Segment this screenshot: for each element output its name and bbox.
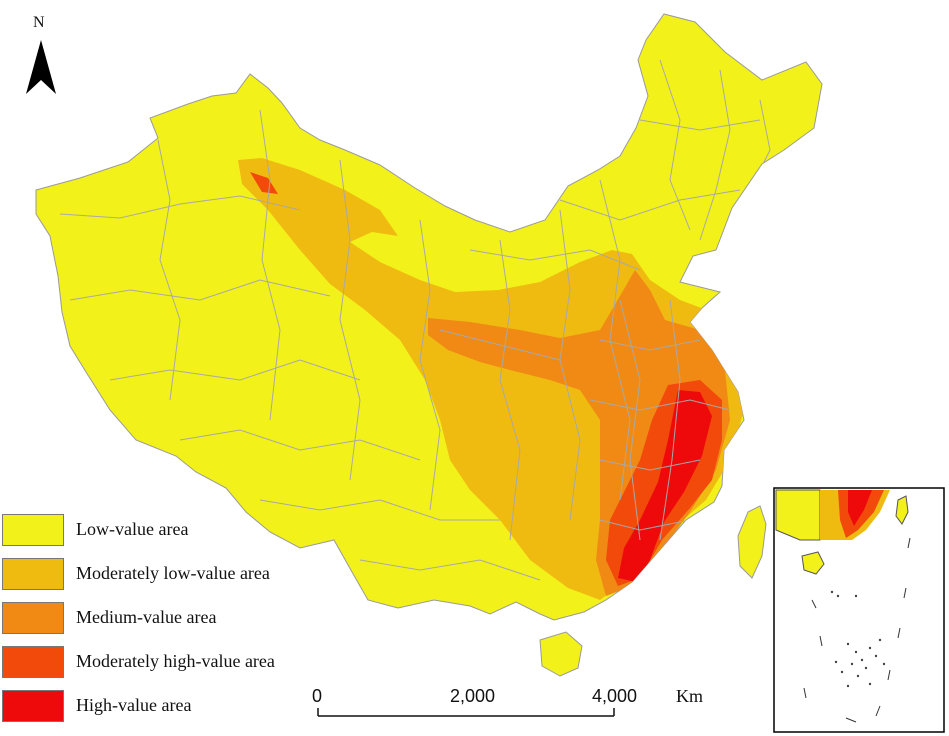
scale-label-2000: 2,000 xyxy=(450,686,496,706)
scale-label-4000: 4,000 xyxy=(592,686,638,706)
high-value-zone xyxy=(618,390,712,582)
south-china-sea-inset xyxy=(773,487,945,733)
legend-label-moderately-high: Moderately high-value area xyxy=(76,651,275,671)
legend-swatch-medium xyxy=(2,602,64,634)
legend-label-medium: Medium-value area xyxy=(76,607,217,627)
hainan-island xyxy=(539,631,583,677)
taiwan-island xyxy=(737,505,767,579)
legend-label-moderately-low: Moderately low-value area xyxy=(76,563,270,583)
legend-swatch-high xyxy=(2,690,64,722)
legend-item-medium: Medium-value area xyxy=(2,599,342,635)
legend-swatch-moderately-high xyxy=(2,646,64,678)
northwest-hotspot xyxy=(250,172,278,194)
legend-label-high: High-value area xyxy=(76,695,192,715)
scale-unit-label: Km xyxy=(676,686,703,706)
legend-item-high: High-value area xyxy=(2,687,342,723)
scale-bar xyxy=(317,708,615,717)
scale-label-0: 0 xyxy=(312,686,323,706)
legend-item-moderately-low: Moderately low-value area xyxy=(2,555,342,591)
legend-label-low: Low-value area xyxy=(76,519,189,539)
legend-swatch-low xyxy=(2,514,64,546)
north-label: N xyxy=(33,14,45,31)
legend-item-low: Low-value area xyxy=(2,511,342,547)
north-arrow-icon xyxy=(26,40,56,94)
admin-boundaries xyxy=(59,59,771,581)
legend-swatch-moderately-low xyxy=(2,558,64,590)
legend-item-moderately-high: Moderately high-value area xyxy=(2,643,342,679)
